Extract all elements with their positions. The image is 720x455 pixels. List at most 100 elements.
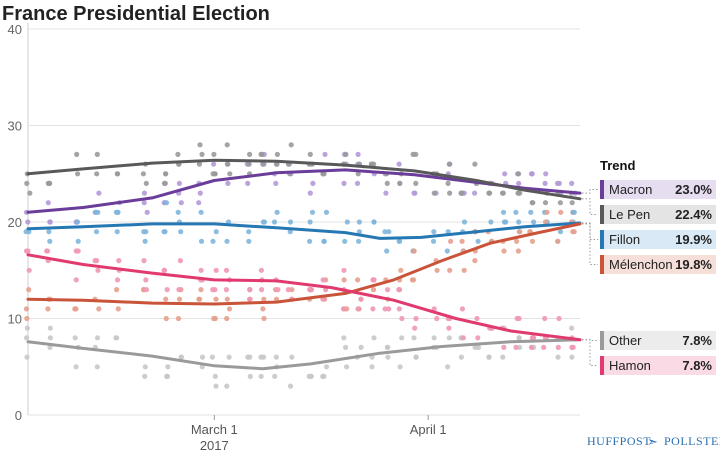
poll-point [47,325,53,331]
poll-point [73,364,79,370]
poll-point [227,171,233,177]
poll-point [224,296,230,302]
poll-point [355,306,361,312]
legend-name: Fillon [609,232,640,247]
poll-point [274,151,280,157]
x-tick-label: April 1 [410,422,447,437]
poll-point [75,171,81,177]
arrow-icon: ➣ [647,434,658,449]
poll-point [516,219,522,225]
legend-value: 19.9% [675,232,712,247]
poll-point [306,373,312,379]
poll-point [258,373,264,379]
poll-point [514,238,520,244]
poll-point [411,335,417,341]
poll-point [23,306,30,312]
poll-point [211,151,217,157]
poll-point [213,267,219,273]
poll-point [385,344,391,350]
poll-point [94,151,100,157]
credit: HUFFPOST ➣ POLLSTER [587,434,720,449]
poll-point [164,287,170,293]
poll-point [558,209,564,215]
poll-point [113,335,119,341]
legend-swatch [600,180,604,199]
poll-point [555,344,561,350]
poll-point [144,209,150,215]
poll-point [287,219,294,225]
poll-point [556,315,562,322]
poll-point [399,335,405,341]
poll-point [213,229,219,235]
poll-point [94,364,100,370]
poll-point [384,180,390,186]
poll-point [307,151,313,157]
poll-point [569,180,575,186]
poll-point [24,180,30,186]
poll-point [344,364,350,370]
poll-point [114,287,120,293]
legend-name: Macron [609,182,652,197]
poll-point [341,267,347,273]
poll-point [211,161,217,167]
poll-point [541,344,547,350]
poll-point [141,190,147,196]
poll-point [142,238,148,244]
poll-point [446,161,452,167]
poll-point [47,335,54,341]
poll-point [411,190,417,196]
poll-point [75,238,81,244]
poll-point [399,315,405,322]
poll-point [140,171,146,177]
poll-point [501,344,507,350]
poll-point [163,296,169,302]
credit-pollster: POLLSTER [664,434,720,448]
legend-swatch [600,230,604,249]
poll-point [198,287,204,293]
poll-point [178,354,184,360]
poll-point [343,151,349,157]
poll-point [223,287,229,293]
poll-point [224,383,230,389]
poll-point [354,180,361,186]
poll-point [25,219,31,225]
y-axis: 0 10 20 30 40 [8,22,22,423]
poll-point [177,258,183,264]
poll-point [413,151,419,157]
poll-point [27,190,33,196]
poll-point [73,277,79,283]
poll-point [513,209,519,215]
poll-point [94,335,101,341]
trend-line-other [26,338,582,371]
poll-point [384,287,391,293]
poll-point [343,344,349,350]
poll-point [74,219,80,225]
poll-point [212,171,218,177]
poll-point [529,335,535,341]
poll-point [24,354,30,360]
y-tick-label: 0 [15,408,22,423]
poll-point [247,296,253,302]
poll-point [307,238,313,244]
poll-point [341,306,347,312]
poll-point [488,219,494,225]
poll-point [371,219,377,225]
poll-point [261,219,267,225]
poll-point [213,296,219,302]
poll-point [93,229,100,235]
poll-point [446,325,452,331]
poll-point [459,306,465,312]
poll-point [197,296,203,302]
poll-point [75,248,81,254]
poll-point [413,180,419,186]
legend-swatch [600,255,604,274]
poll-point [531,219,537,225]
poll-point [474,315,480,322]
poll-point [47,238,53,244]
legend-connector [582,198,598,215]
poll-point [513,344,519,350]
poll-point [213,383,219,389]
poll-point [73,306,79,312]
poll-point [197,190,203,196]
poll-point [197,142,203,148]
